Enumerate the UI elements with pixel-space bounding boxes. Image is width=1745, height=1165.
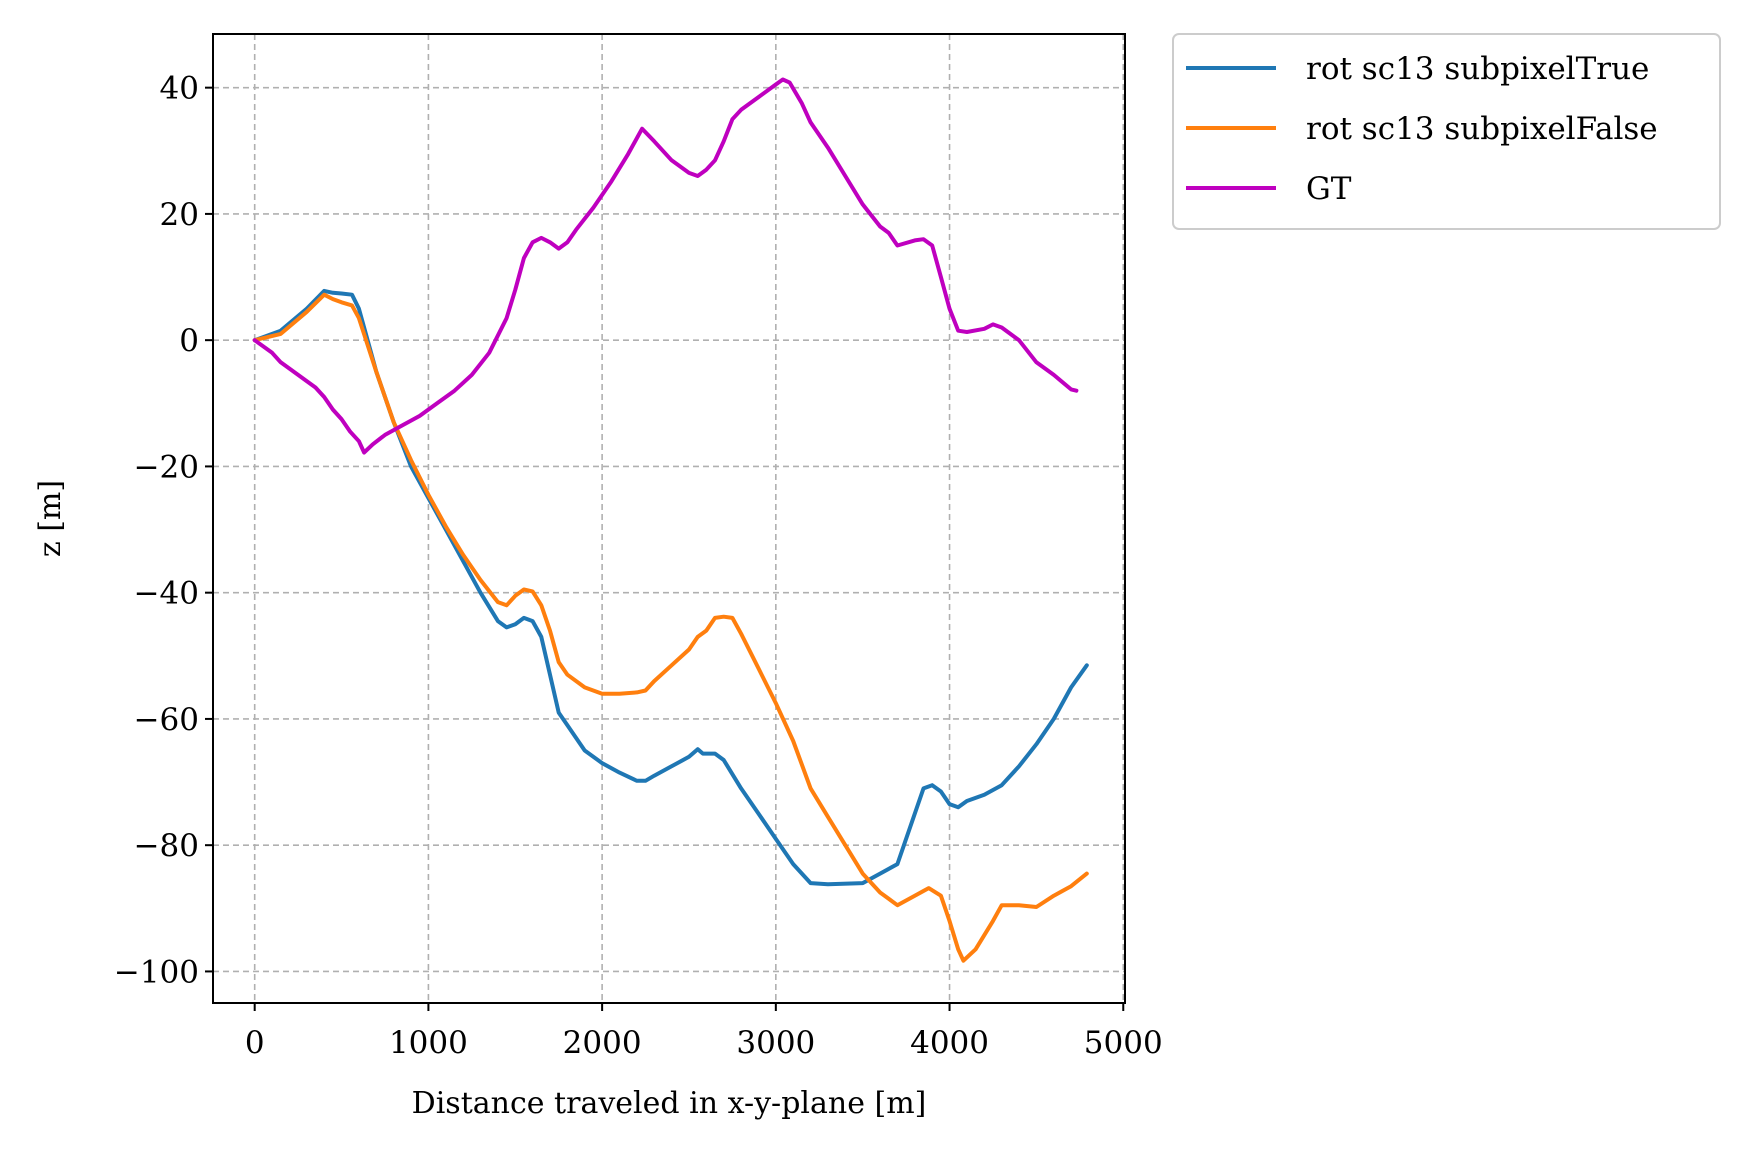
y-tick-label: −60 <box>134 702 199 738</box>
legend-label-series-2: rot sc13 subpixelFalse <box>1306 111 1658 147</box>
y-axis-label: z [m] <box>33 480 68 557</box>
y-tick-label: −20 <box>134 449 199 485</box>
x-axis-ticks: 0 1000 2000 3000 4000 5000 <box>245 1003 1163 1061</box>
series-line-2 <box>252 292 1089 963</box>
y-axis-ticks: 40 20 0 −20 −40 −60 −80 −100 <box>114 71 213 990</box>
x-tick-label: 4000 <box>910 1025 989 1061</box>
series-lines <box>252 77 1089 963</box>
legend: rot sc13 subpixelTrue rot sc13 subpixelF… <box>1172 33 1721 230</box>
legend-label-series-1: rot sc13 subpixelTrue <box>1306 51 1649 87</box>
y-tick-label: 0 <box>179 323 199 359</box>
y-tick-label: −100 <box>114 954 199 990</box>
y-tick-label: 20 <box>160 197 199 233</box>
x-tick-label: 1000 <box>389 1025 468 1061</box>
y-tick-label: −80 <box>134 828 199 864</box>
plot-frame <box>212 33 1126 1004</box>
x-tick-label: 0 <box>245 1025 265 1061</box>
series-line-3 <box>252 77 1079 455</box>
x-tick-label: 3000 <box>736 1025 815 1061</box>
x-tick-label: 5000 <box>1084 1025 1163 1061</box>
y-tick-label: 40 <box>160 71 199 107</box>
x-tick-label: 2000 <box>563 1025 642 1061</box>
legend-box <box>1172 33 1721 230</box>
y-tick-label: −40 <box>134 576 199 612</box>
x-axis-label: Distance traveled in x-y-plane [m] <box>412 1086 927 1121</box>
legend-label-series-3: GT <box>1306 171 1352 207</box>
